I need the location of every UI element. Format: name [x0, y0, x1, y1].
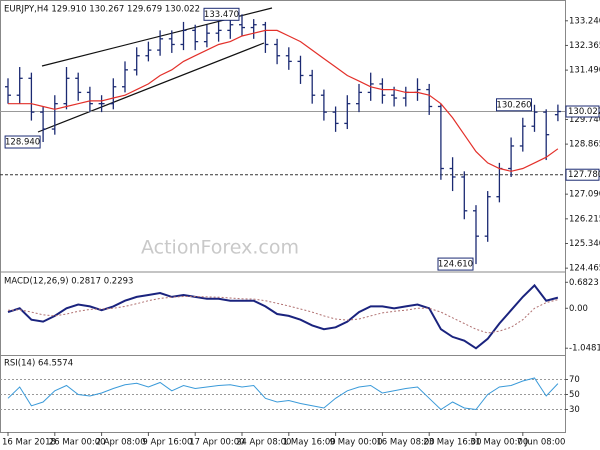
y-tick-label: 132.365: [569, 41, 600, 51]
y-tick-label: 125.340: [569, 239, 600, 249]
macd-line: [7, 283, 559, 350]
y-tick-label: 127.090: [569, 190, 600, 200]
y-tick-label: 0.6823: [569, 278, 599, 288]
price-box: [565, 105, 600, 118]
y-tick-label: 128.865: [569, 140, 600, 150]
x-tick-label: 9 May 00:00: [330, 438, 383, 448]
annotation-label: 124.610: [438, 260, 473, 270]
y-tick-label: 126.215: [569, 214, 600, 224]
x-tick-label: 2 Apr 08:00: [96, 438, 146, 448]
price-title: EURJPY,H4 129.910 130.267 129.679 130.02…: [4, 5, 200, 15]
x-tick-label: 16 May 08:00: [376, 438, 434, 448]
rsi-title: RSI(14) 64.5574: [4, 359, 73, 369]
x-tick-label: 7 Jun 08:00: [517, 438, 566, 448]
y-tick-label: 133.240: [569, 16, 600, 26]
x-tick-label: 16 Mar 2018: [2, 438, 56, 448]
frame: [0, 0, 566, 433]
y-tick-label: 0.00: [569, 304, 588, 314]
price-box-label: 127.780: [568, 170, 600, 180]
y-tick-label: -1.0481: [569, 344, 600, 354]
annotation-label: 128.940: [5, 138, 40, 148]
annotation-box: [437, 257, 474, 271]
y-tick-label: 30: [569, 405, 580, 415]
x-tick-label: 23 May 16:00: [423, 438, 481, 448]
x-tick-label: 17 Apr 00:00: [189, 438, 244, 448]
annotation-box: [496, 98, 532, 112]
signal-line: [7, 296, 559, 334]
x-tick-label: 31 May 00:00: [470, 438, 528, 448]
x-tick-label: 24 Apr 08:00: [236, 438, 291, 448]
annotation-label: 133.470: [204, 10, 239, 20]
x-tick-label: 9 Apr 16:00: [142, 438, 192, 448]
y-tick-label: 50: [569, 390, 580, 400]
moving-average: [8, 29, 559, 172]
annotation-box: [203, 7, 240, 21]
annotation-box: [4, 135, 41, 149]
price-box: [565, 168, 600, 181]
watermark: ActionForex.com: [141, 237, 299, 259]
y-tick-label: 70: [569, 375, 580, 385]
annotation-label: 130.260: [496, 100, 531, 110]
y-tick-label: 131.490: [569, 66, 600, 76]
x-tick-label: 1 May 16:00: [283, 438, 336, 448]
x-tick-label: 26 Mar 00:00: [49, 438, 106, 448]
macd-title: MACD(12,26,9) 0.2817 0.2293: [4, 277, 133, 287]
y-tick-label: 124.465: [569, 264, 600, 274]
y-tick-label: 129.740: [569, 115, 600, 125]
price-box-label: 130.022: [568, 107, 600, 117]
rsi-line: [7, 377, 559, 411]
channel-line: [37, 42, 265, 133]
